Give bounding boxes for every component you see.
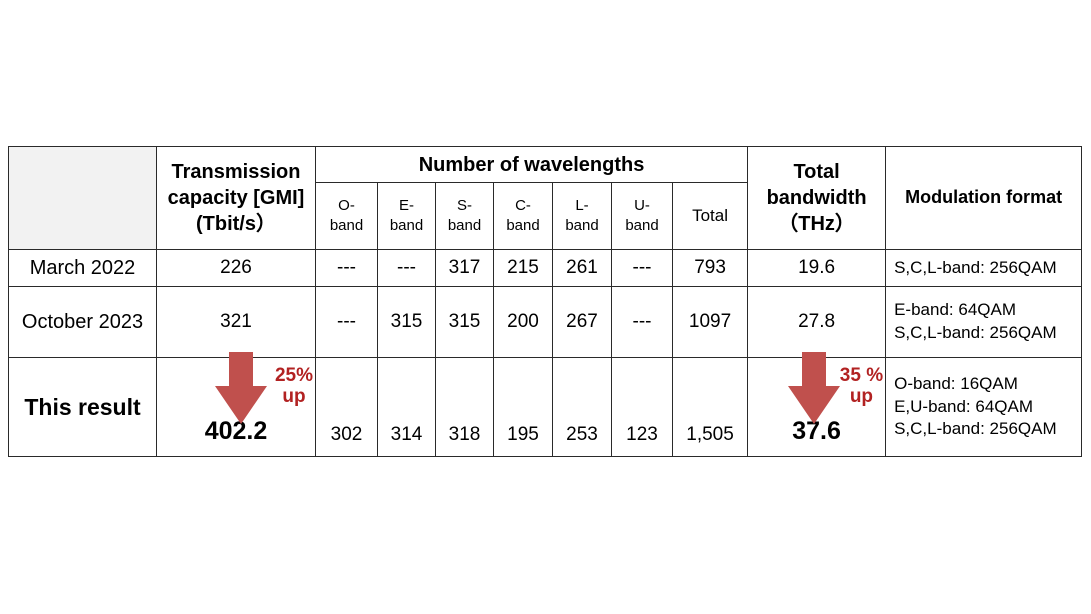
band-cell: 215 <box>493 249 553 287</box>
band-header-o: O- band <box>315 182 378 250</box>
down-arrow-icon <box>788 352 841 424</box>
capacity-header: Transmission capacity [GMI] (Tbit/s） <box>156 146 316 250</box>
down-arrow-icon <box>215 352 267 424</box>
comparison-table: Transmission capacity [GMI] (Tbit/s） Num… <box>8 146 1083 457</box>
band-header-c: C- band <box>493 182 553 250</box>
band-cell: 200 <box>493 286 553 358</box>
bandwidth-increase-label: 35 % up <box>839 365 884 407</box>
bandwidth-header: Total bandwidth （THz） <box>747 146 887 250</box>
band-cell: 123 <box>611 357 673 457</box>
band-cell: 315 <box>377 286 436 358</box>
band-cell: 317 <box>435 249 494 287</box>
band-header-s: S- band <box>435 182 494 250</box>
modulation-cell: S,C,L-band: 256QAM <box>885 249 1083 287</box>
band-header-u: U- band <box>611 182 673 250</box>
band-cell: 302 <box>315 357 378 457</box>
modulation-header: Modulation format <box>885 146 1083 250</box>
header-row-2: O- band E- band S- band C- band L- band … <box>9 182 1082 250</box>
capacity-cell: 226 <box>156 249 316 287</box>
band-cell: --- <box>611 249 673 287</box>
band-header-e: E- band <box>377 182 436 250</box>
row-label: This result <box>8 357 157 457</box>
band-cell: --- <box>315 286 378 358</box>
band-header-total: Total <box>671 182 749 250</box>
band-cell: --- <box>611 286 673 358</box>
capacity-value: 402.2 <box>204 417 268 445</box>
bandwidth-cell: 27.8 <box>747 286 887 358</box>
capacity-cell: 321 <box>156 286 316 358</box>
wavelengths-header: Number of wavelengths <box>314 146 749 183</box>
row-label: October 2023 <box>8 286 157 358</box>
row-label: March 2022 <box>8 249 157 287</box>
bandwidth-cell: 19.6 <box>747 249 887 287</box>
band-cell: 318 <box>435 357 494 457</box>
band-cell: 267 <box>552 286 612 358</box>
table-row: October 2023 321 --- 315 315 200 267 ---… <box>8 286 1083 358</box>
total-cell: 1097 <box>671 286 749 358</box>
bandwidth-value: 37.6 <box>792 417 841 445</box>
corner-cell <box>8 146 157 250</box>
modulation-cell: E-band: 64QAM S,C,L-band: 256QAM <box>885 286 1083 358</box>
band-header-l: L- band <box>552 182 612 250</box>
band-cell: 195 <box>493 357 553 457</box>
band-cell: 314 <box>377 357 436 457</box>
header-row-1: Transmission capacity [GMI] (Tbit/s） Num… <box>8 146 1083 250</box>
bandwidth-cell: 35 % up 37.6 <box>747 352 887 457</box>
table-row: March 2022 226 --- --- 317 215 261 --- 7… <box>8 249 1083 287</box>
band-cell: --- <box>377 249 436 287</box>
capacity-cell: 25% up 402.2 <box>156 352 316 457</box>
band-cell: 315 <box>435 286 494 358</box>
band-cell: --- <box>315 249 378 287</box>
band-cell: 253 <box>552 357 612 457</box>
total-cell: 793 <box>671 249 749 287</box>
band-cell: 261 <box>552 249 612 287</box>
capacity-increase-label: 25% up <box>274 365 313 407</box>
modulation-cell: O-band: 16QAM E,U-band: 64QAM S,C,L-band… <box>885 357 1083 457</box>
total-cell: 1,505 <box>671 357 749 457</box>
table-row: This result 25% up 402.2 302 314 318 195… <box>8 352 1083 457</box>
